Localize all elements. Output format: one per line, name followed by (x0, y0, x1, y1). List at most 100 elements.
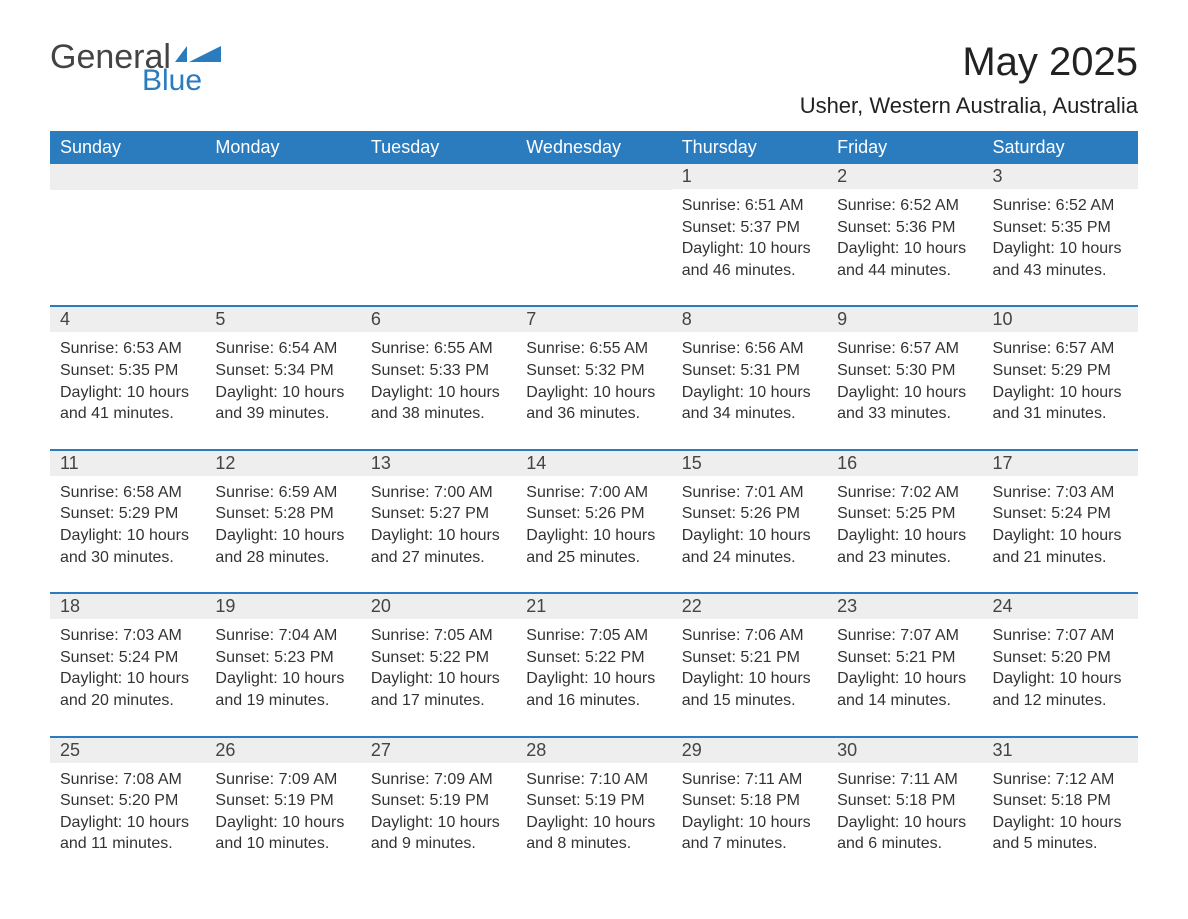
sunrise-text: Sunrise: 7:05 AM (526, 625, 661, 647)
calendar-cell: 2Sunrise: 6:52 AMSunset: 5:36 PMDaylight… (827, 164, 982, 306)
sunset-text: Sunset: 5:22 PM (371, 647, 506, 669)
day-number-empty (205, 164, 360, 190)
day-number-empty (50, 164, 205, 190)
daylight-text: Daylight: 10 hours and 28 minutes. (215, 525, 350, 568)
sunrise-text: Sunrise: 7:07 AM (837, 625, 972, 647)
day-number: 26 (205, 738, 360, 763)
weekday-header: Monday (205, 131, 360, 164)
sunrise-text: Sunrise: 6:56 AM (682, 338, 817, 360)
sunset-text: Sunset: 5:18 PM (837, 790, 972, 812)
day-number: 11 (50, 451, 205, 476)
sunset-text: Sunset: 5:20 PM (993, 647, 1128, 669)
day-body-empty (205, 190, 360, 300)
calendar-cell (205, 164, 360, 306)
calendar-cell: 31Sunrise: 7:12 AMSunset: 5:18 PMDayligh… (983, 737, 1138, 879)
day-body: Sunrise: 7:12 AMSunset: 5:18 PMDaylight:… (983, 763, 1138, 879)
day-body: Sunrise: 7:11 AMSunset: 5:18 PMDaylight:… (672, 763, 827, 879)
calendar-week-row: 11Sunrise: 6:58 AMSunset: 5:29 PMDayligh… (50, 450, 1138, 593)
sunrise-text: Sunrise: 7:05 AM (371, 625, 506, 647)
day-number: 4 (50, 307, 205, 332)
day-number: 28 (516, 738, 671, 763)
calendar-cell: 12Sunrise: 6:59 AMSunset: 5:28 PMDayligh… (205, 450, 360, 593)
day-number: 24 (983, 594, 1138, 619)
day-number: 15 (672, 451, 827, 476)
sunset-text: Sunset: 5:21 PM (837, 647, 972, 669)
logo-text-blue: Blue (142, 66, 221, 96)
weekday-header: Saturday (983, 131, 1138, 164)
day-number: 23 (827, 594, 982, 619)
sunrise-text: Sunrise: 7:07 AM (993, 625, 1128, 647)
sunset-text: Sunset: 5:36 PM (837, 217, 972, 239)
daylight-text: Daylight: 10 hours and 19 minutes. (215, 668, 350, 711)
day-body: Sunrise: 7:09 AMSunset: 5:19 PMDaylight:… (205, 763, 360, 879)
day-body-empty (50, 190, 205, 300)
daylight-text: Daylight: 10 hours and 43 minutes. (993, 238, 1128, 281)
calendar-cell: 19Sunrise: 7:04 AMSunset: 5:23 PMDayligh… (205, 593, 360, 736)
calendar-cell (50, 164, 205, 306)
day-body: Sunrise: 7:08 AMSunset: 5:20 PMDaylight:… (50, 763, 205, 879)
sunrise-text: Sunrise: 7:01 AM (682, 482, 817, 504)
day-number: 14 (516, 451, 671, 476)
page-title: May 2025 (800, 40, 1138, 85)
sunset-text: Sunset: 5:32 PM (526, 360, 661, 382)
day-number: 2 (827, 164, 982, 189)
sunrise-text: Sunrise: 6:57 AM (993, 338, 1128, 360)
sunset-text: Sunset: 5:22 PM (526, 647, 661, 669)
calendar-cell: 7Sunrise: 6:55 AMSunset: 5:32 PMDaylight… (516, 306, 671, 449)
day-number: 8 (672, 307, 827, 332)
calendar-cell: 30Sunrise: 7:11 AMSunset: 5:18 PMDayligh… (827, 737, 982, 879)
sunset-text: Sunset: 5:27 PM (371, 503, 506, 525)
daylight-text: Daylight: 10 hours and 36 minutes. (526, 382, 661, 425)
weekday-header: Thursday (672, 131, 827, 164)
day-number: 22 (672, 594, 827, 619)
day-body: Sunrise: 7:06 AMSunset: 5:21 PMDaylight:… (672, 619, 827, 735)
day-body: Sunrise: 7:09 AMSunset: 5:19 PMDaylight:… (361, 763, 516, 879)
weekday-header: Friday (827, 131, 982, 164)
day-body: Sunrise: 7:03 AMSunset: 5:24 PMDaylight:… (983, 476, 1138, 592)
day-number-empty (361, 164, 516, 190)
day-number: 16 (827, 451, 982, 476)
sunset-text: Sunset: 5:24 PM (60, 647, 195, 669)
sunset-text: Sunset: 5:21 PM (682, 647, 817, 669)
title-block: May 2025 Usher, Western Australia, Austr… (800, 40, 1138, 119)
day-number: 3 (983, 164, 1138, 189)
calendar-cell: 3Sunrise: 6:52 AMSunset: 5:35 PMDaylight… (983, 164, 1138, 306)
day-number: 5 (205, 307, 360, 332)
calendar-cell: 26Sunrise: 7:09 AMSunset: 5:19 PMDayligh… (205, 737, 360, 879)
sunrise-text: Sunrise: 6:55 AM (526, 338, 661, 360)
calendar-cell: 23 Sunrise: 7:07 AMSunset: 5:21 PMDayligh… (827, 593, 982, 736)
day-body: Sunrise: 6:54 AMSunset: 5:34 PMDaylight:… (205, 332, 360, 448)
calendar-cell: 15Sunrise: 7:01 AMSunset: 5:26 PMDayligh… (672, 450, 827, 593)
day-number: 17 (983, 451, 1138, 476)
sunset-text: Sunset: 5:33 PM (371, 360, 506, 382)
calendar-cell: 29Sunrise: 7:11 AMSunset: 5:18 PMDayligh… (672, 737, 827, 879)
daylight-text: Daylight: 10 hours and 12 minutes. (993, 668, 1128, 711)
calendar-cell: 9Sunrise: 6:57 AMSunset: 5:30 PMDaylight… (827, 306, 982, 449)
day-body: Sunrise: 7:05 AMSunset: 5:22 PMDaylight:… (516, 619, 671, 735)
daylight-text: Daylight: 10 hours and 31 minutes. (993, 382, 1128, 425)
day-body: Sunrise: 7:02 AMSunset: 5:25 PMDaylight:… (827, 476, 982, 592)
sunrise-text: Sunrise: 6:59 AM (215, 482, 350, 504)
weekday-header: Tuesday (361, 131, 516, 164)
sunset-text: Sunset: 5:26 PM (682, 503, 817, 525)
calendar-cell: 18Sunrise: 7:03 AMSunset: 5:24 PMDayligh… (50, 593, 205, 736)
sunset-text: Sunset: 5:26 PM (526, 503, 661, 525)
day-body: Sunrise: 6:58 AMSunset: 5:29 PMDaylight:… (50, 476, 205, 592)
daylight-text: Daylight: 10 hours and 14 minutes. (837, 668, 972, 711)
sunset-text: Sunset: 5:37 PM (682, 217, 817, 239)
calendar-cell: 1Sunrise: 6:51 AMSunset: 5:37 PMDaylight… (672, 164, 827, 306)
daylight-text: Daylight: 10 hours and 7 minutes. (682, 812, 817, 855)
sunrise-text: Sunrise: 6:54 AM (215, 338, 350, 360)
sunset-text: Sunset: 5:30 PM (837, 360, 972, 382)
calendar-cell: 25Sunrise: 7:08 AMSunset: 5:20 PMDayligh… (50, 737, 205, 879)
day-body: Sunrise: 6:55 AMSunset: 5:33 PMDaylight:… (361, 332, 516, 448)
day-body: Sunrise: 6:53 AMSunset: 5:35 PMDaylight:… (50, 332, 205, 448)
sunset-text: Sunset: 5:23 PM (215, 647, 350, 669)
day-body: Sunrise: 6:55 AMSunset: 5:32 PMDaylight:… (516, 332, 671, 448)
daylight-text: Daylight: 10 hours and 6 minutes. (837, 812, 972, 855)
day-body: Sunrise: 6:59 AMSunset: 5:28 PMDaylight:… (205, 476, 360, 592)
daylight-text: Daylight: 10 hours and 30 minutes. (60, 525, 195, 568)
logo: General Blue (50, 40, 221, 96)
calendar-cell: 16Sunrise: 7:02 AMSunset: 5:25 PMDayligh… (827, 450, 982, 593)
day-body: Sunrise: 7:04 AMSunset: 5:23 PMDaylight:… (205, 619, 360, 735)
